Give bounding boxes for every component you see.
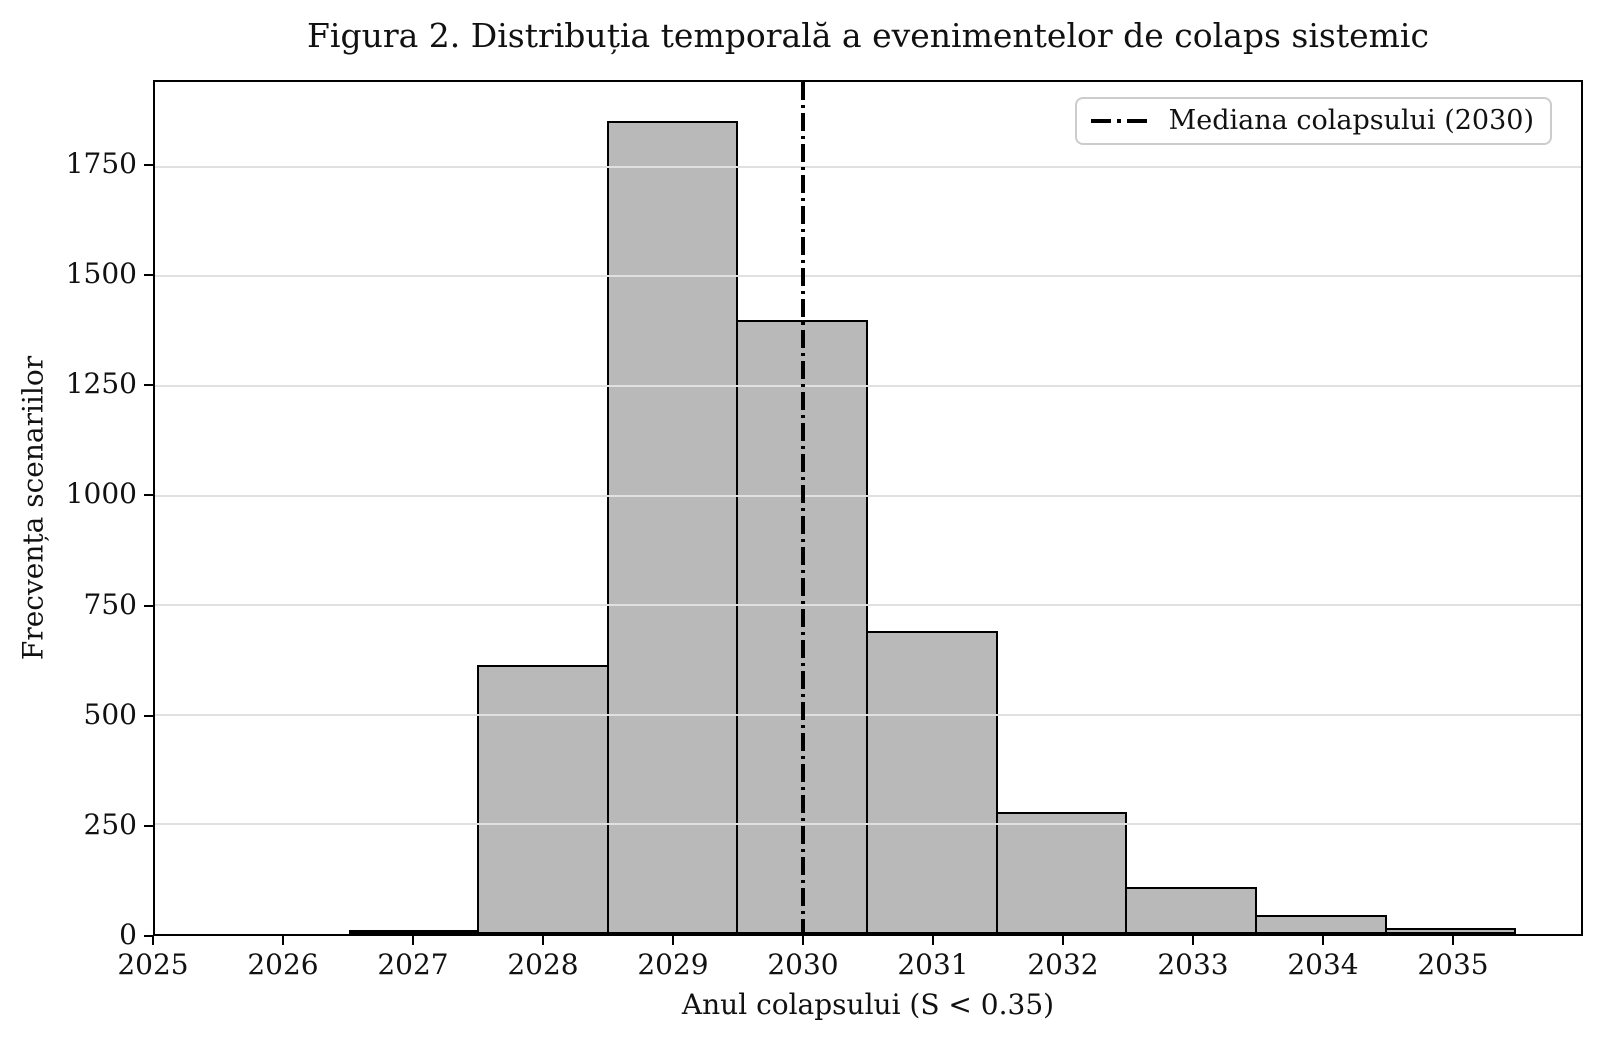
y-tick-label-750: 750: [83, 587, 137, 621]
x-tick-label-2034: 2034: [1287, 948, 1359, 981]
x-tick-2034: [1322, 936, 1324, 945]
y-tick-label-1000: 1000: [65, 477, 137, 511]
x-tick-2026: [282, 936, 284, 945]
x-tick-label-2032: 2032: [1027, 948, 1099, 981]
y-tick-1750: [144, 164, 153, 167]
x-tick-2029: [672, 936, 674, 945]
gridline-750: [155, 604, 1581, 607]
x-tick-label-2027: 2027: [377, 948, 449, 981]
x-tick-label-2035: 2035: [1417, 948, 1489, 981]
median-line: [801, 82, 806, 934]
x-axis-label: Anul colapsului (S < 0.35): [681, 988, 1055, 1021]
gridline-1500: [155, 275, 1581, 278]
legend-item-label: Mediana colapsului (2030): [1168, 105, 1534, 136]
y-tick-750: [144, 604, 153, 607]
x-tick-label-2029: 2029: [637, 948, 709, 981]
x-tick-2033: [1192, 936, 1194, 945]
gridline-1750: [155, 165, 1581, 168]
histogram-bar-2029: [606, 121, 739, 934]
histogram-bar-2031: [866, 630, 998, 934]
histogram-bar-2035: [1384, 927, 1517, 934]
dashdot-line-icon: [1090, 118, 1149, 123]
y-tick-1250: [144, 384, 153, 387]
gridline-1000: [155, 494, 1581, 497]
legend: Mediana colapsului (2030): [1074, 97, 1552, 145]
x-tick-label-2031: 2031: [897, 948, 969, 981]
x-tick-2030: [802, 936, 804, 945]
x-tick-label-2030: 2030: [767, 948, 839, 981]
x-tick-label-2028: 2028: [507, 948, 579, 981]
x-tick-label-2026: 2026: [247, 948, 319, 981]
histogram-bar-2027: [349, 929, 480, 934]
y-tick-label-250: 250: [83, 807, 137, 841]
x-tick-2031: [932, 936, 934, 945]
y-tick-0: [144, 935, 153, 937]
plot-area: Mediana colapsului (2030): [153, 80, 1583, 936]
x-tick-2025: [152, 936, 154, 945]
y-tick-label-1250: 1250: [65, 367, 137, 401]
gridline-500: [155, 713, 1581, 716]
gridline-250: [155, 823, 1581, 826]
histogram-bar-2028: [477, 665, 609, 934]
y-tick-label-0: 0: [119, 918, 137, 951]
histogram-bar-2033: [1125, 886, 1257, 934]
x-tick-2028: [542, 936, 544, 945]
histogram-bar-2032: [995, 811, 1128, 934]
y-tick-1000: [144, 494, 153, 497]
x-tick-label-2033: 2033: [1157, 948, 1229, 981]
y-tick-label-500: 500: [83, 697, 137, 731]
y-tick-1500: [144, 274, 153, 277]
x-tick-2035: [1452, 936, 1454, 945]
x-tick-label-2025: 2025: [117, 948, 189, 981]
chart-title: Figura 2. Distribuția temporală a evenim…: [307, 16, 1429, 55]
y-tick-500: [144, 714, 153, 717]
y-tick-250: [144, 824, 153, 827]
x-tick-2032: [1062, 936, 1064, 945]
y-tick-label-1750: 1750: [65, 147, 137, 181]
gridline-1250: [155, 384, 1581, 387]
y-tick-label-1500: 1500: [65, 257, 137, 291]
x-tick-2027: [412, 936, 414, 945]
histogram-bar-2034: [1254, 914, 1387, 934]
